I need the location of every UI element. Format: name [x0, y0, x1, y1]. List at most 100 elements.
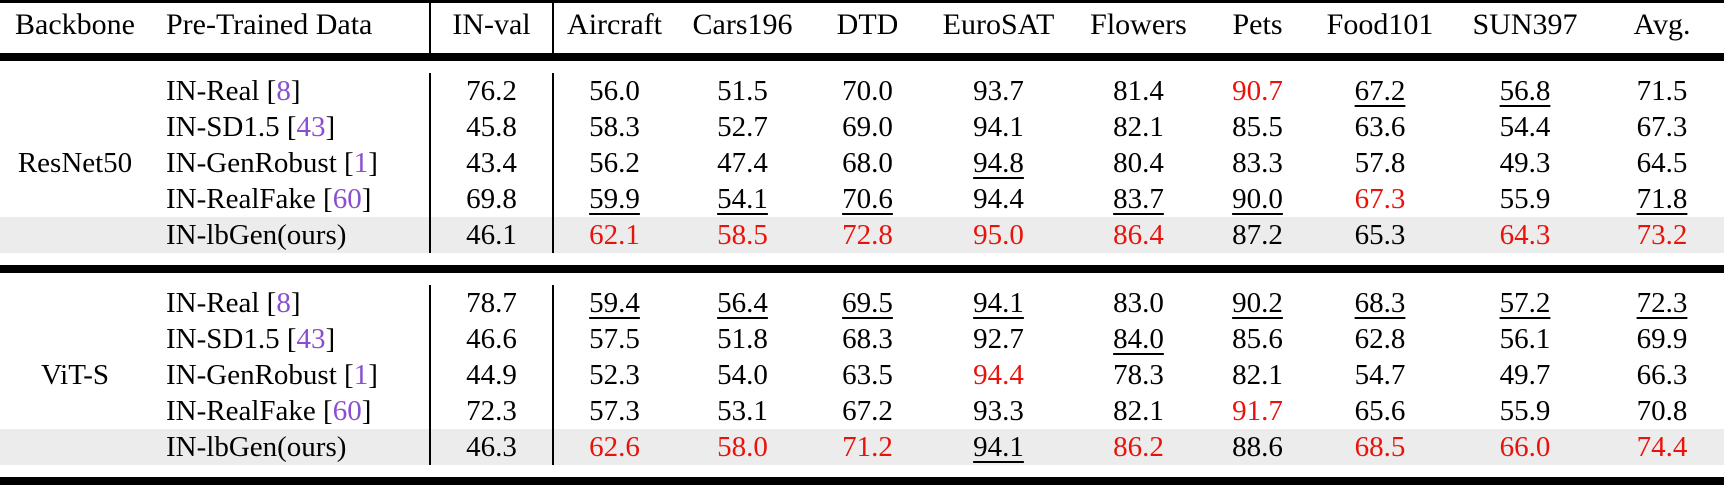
score-cell-avg: 73.2 [1600, 217, 1724, 253]
score-cell-flowers: 84.0 [1072, 321, 1205, 357]
score-value: 94.4 [973, 183, 1024, 215]
score-value: 47.4 [717, 147, 768, 179]
score-cell-dtd: 69.0 [810, 109, 925, 145]
score-value: 94.1 [973, 111, 1024, 143]
pretrain-data-label: IN-SD1.5 [43] [150, 109, 431, 145]
score-cell-in-val: 43.4 [430, 145, 554, 181]
score-value: 68.5 [1354, 431, 1406, 463]
score-cell-cars196: 58.0 [675, 429, 810, 465]
score-cell-flowers: 83.7 [1072, 181, 1205, 217]
score-value: 70.0 [842, 75, 893, 107]
score-cell-in-val: 46.1 [430, 217, 554, 253]
citation-ref[interactable]: 60 [332, 183, 362, 215]
score-value: 80.4 [1113, 147, 1164, 179]
score-cell-pets: 85.5 [1205, 109, 1310, 145]
column-header-cars196: Cars196 [675, 1, 810, 61]
score-value: 58.5 [717, 219, 768, 251]
citation-ref[interactable]: 8 [276, 287, 291, 319]
score-value: 54.4 [1499, 111, 1551, 143]
score-value: 86.2 [1113, 431, 1164, 463]
table-row-vit-s-in-sd1-5: IN-SD1.5 [43] 46.6 57.5 51.8 68.3 92.7 84.0 85.… [0, 321, 1724, 357]
score-value: 67.2 [842, 395, 893, 427]
score-value: 54.1 [717, 183, 768, 215]
citation-ref[interactable]: 1 [353, 359, 369, 391]
score-cell-aircraft: 57.5 [553, 321, 675, 357]
citation-ref[interactable]: 8 [276, 75, 291, 107]
score-value: 72.8 [842, 219, 893, 251]
score-cell-cars196: 56.4 [675, 285, 810, 321]
score-cell-flowers: 78.3 [1072, 357, 1205, 393]
score-cell-pets: 83.3 [1205, 145, 1310, 181]
score-cell-eurosat: 94.4 [925, 181, 1072, 217]
score-value: 56.4 [717, 287, 768, 319]
citation-ref[interactable]: 1 [353, 147, 369, 179]
score-value: 49.3 [1499, 147, 1551, 179]
score-value: 93.3 [973, 395, 1024, 427]
score-cell-food101: 67.3 [1310, 181, 1450, 217]
score-value: 90.7 [1232, 75, 1283, 107]
column-header-pre-trained-data: Pre-Trained Data [150, 1, 431, 61]
pretrain-data-label: IN-Real [8] [150, 73, 431, 109]
score-value: 57.8 [1354, 147, 1406, 179]
score-cell-in-val: 44.9 [430, 357, 554, 393]
score-cell-sun397: 55.9 [1450, 181, 1600, 217]
score-value: 58.0 [717, 431, 768, 463]
score-value: 69.0 [842, 111, 893, 143]
pretrain-data-label: IN-Real [8] [150, 285, 431, 321]
pretrain-name: IN-SD1.5 [166, 111, 280, 143]
score-value: 62.8 [1354, 323, 1406, 355]
table-row-resnet50-in-genrobust: ResNet50 IN-GenRobust [1] 43.4 56.2 47.4 68.0… [0, 145, 1724, 181]
pretrain-name: IN-lbGen(ours) [166, 431, 347, 463]
score-cell-aircraft: 56.0 [553, 73, 675, 109]
score-value: 66.3 [1636, 359, 1688, 391]
score-cell-food101: 65.6 [1310, 393, 1450, 429]
score-cell-dtd: 69.5 [810, 285, 925, 321]
score-cell-sun397: 56.8 [1450, 73, 1600, 109]
score-cell-eurosat: 95.0 [925, 217, 1072, 253]
score-cell-eurosat: 94.4 [925, 357, 1072, 393]
score-cell-sun397: 55.9 [1450, 393, 1600, 429]
score-value: 65.6 [1354, 395, 1406, 427]
score-value: 64.3 [1499, 219, 1551, 251]
score-cell-pets: 91.7 [1205, 393, 1310, 429]
backbone-cell-empty [0, 393, 150, 429]
score-cell-avg: 71.5 [1600, 73, 1724, 109]
citation-ref[interactable]: 43 [296, 323, 326, 355]
table-row-vit-s-in-realfake: IN-RealFake [60] 72.3 57.3 53.1 67.2 93.3 82.1… [0, 393, 1724, 429]
score-value: 78.3 [1113, 359, 1164, 391]
citation-ref[interactable]: 60 [332, 395, 362, 427]
score-cell-avg: 74.4 [1600, 429, 1724, 465]
pretrain-name: IN-lbGen(ours) [166, 219, 347, 251]
table-row-resnet50-in-sd1-5: IN-SD1.5 [43] 45.8 58.3 52.7 69.0 94.1 82.1 85.… [0, 109, 1724, 145]
score-value: 58.3 [589, 111, 640, 143]
score-value: 92.7 [973, 323, 1024, 355]
column-header-in-val: IN-val [430, 1, 554, 61]
table-row-resnet50-in-real: IN-Real [8] 76.2 56.0 51.5 70.0 93.7 81.4 90.7 6… [0, 73, 1724, 109]
score-value: 85.5 [1232, 111, 1283, 143]
score-value: 82.1 [1113, 395, 1164, 427]
score-cell-eurosat: 92.7 [925, 321, 1072, 357]
score-cell-avg: 64.5 [1600, 145, 1724, 181]
score-cell-cars196: 52.7 [675, 109, 810, 145]
column-header-aircraft: Aircraft [553, 1, 675, 61]
score-value: 44.9 [466, 359, 517, 391]
pretrain-data-label: IN-GenRobust [1] [150, 357, 431, 393]
score-value: 64.5 [1636, 147, 1688, 179]
score-cell-dtd: 72.8 [810, 217, 925, 253]
score-value: 95.0 [973, 219, 1024, 251]
score-cell-sun397: 54.4 [1450, 109, 1600, 145]
score-value: 56.1 [1499, 323, 1551, 355]
score-cell-food101: 67.2 [1310, 73, 1450, 109]
citation-ref[interactable]: 43 [296, 111, 326, 143]
score-value: 65.3 [1354, 219, 1406, 251]
score-value: 63.6 [1354, 111, 1406, 143]
score-value: 55.9 [1499, 183, 1551, 215]
backbone-label: ResNet50 [17, 147, 133, 179]
spacer-row [0, 57, 1724, 73]
table-row-resnet50-in-realfake: IN-RealFake [60] 69.8 59.9 54.1 70.6 94.4 83.7… [0, 181, 1724, 217]
score-cell-eurosat: 94.1 [925, 429, 1072, 465]
score-cell-avg: 72.3 [1600, 285, 1724, 321]
score-cell-in-val: 69.8 [430, 181, 554, 217]
score-value: 56.0 [589, 75, 640, 107]
table-row-vit-s-in-lbgen-ours: IN-lbGen(ours) 46.3 62.6 58.0 71.2 94.1 86.2 88… [0, 429, 1724, 465]
